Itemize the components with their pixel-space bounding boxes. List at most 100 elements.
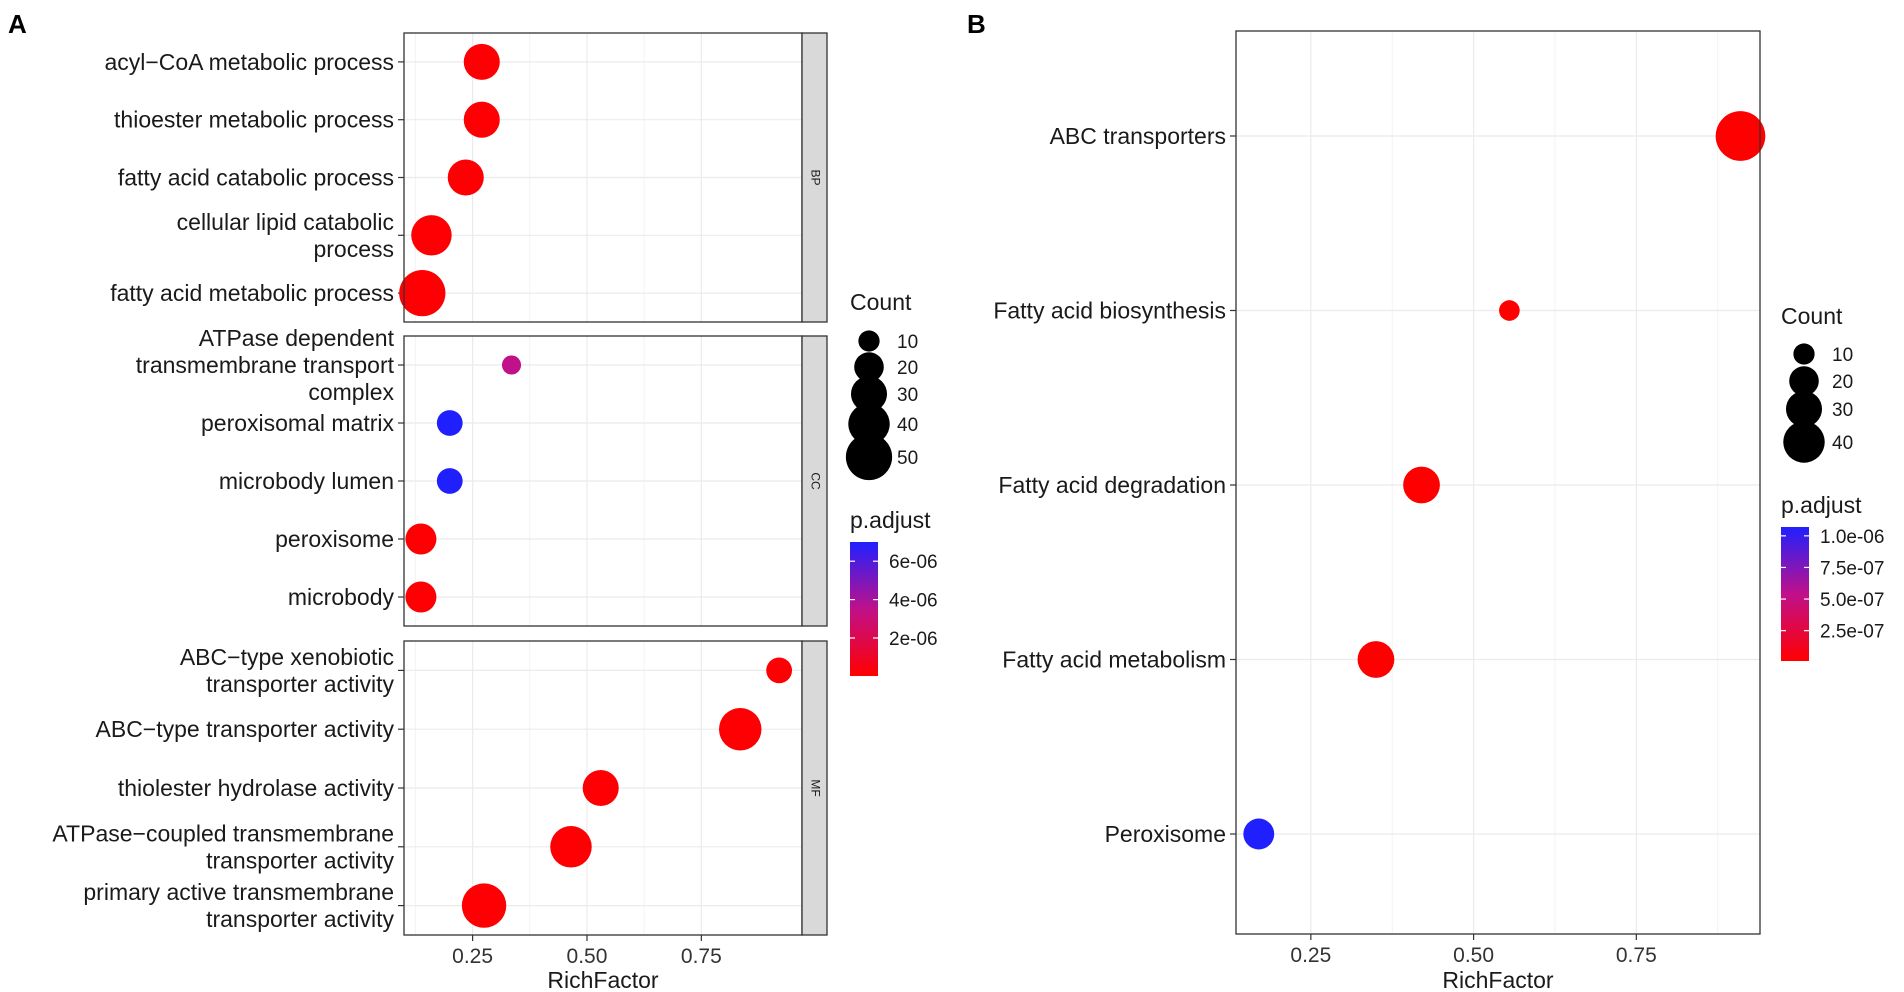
x-axis-title: RichFactor xyxy=(547,967,659,992)
legend-b: Count 10 20 30 40 p.adjust 1.0e-06 7.5e-07 5.… xyxy=(1781,303,1884,661)
y-tick-label: acyl−CoA metabolic process xyxy=(104,49,394,75)
y-tick-label: Fatty acid biosynthesis xyxy=(993,298,1226,324)
legend-count-label: 10 xyxy=(897,332,918,353)
legend-padj-label: 1.0e-06 xyxy=(1820,527,1884,548)
facet-bp: acyl−CoA metabolic process thioester meta… xyxy=(104,32,828,323)
data-point xyxy=(766,657,793,684)
y-tick-label: primary active transmembrane xyxy=(83,879,394,905)
y-tick-label: ABC transporters xyxy=(1050,123,1226,149)
data-point xyxy=(436,410,463,436)
legend-padj-label: 4e-06 xyxy=(889,591,938,612)
legend-count-dot xyxy=(1785,390,1823,428)
data-point xyxy=(411,215,452,256)
y-tick-label: transporter activity xyxy=(206,906,394,932)
data-point xyxy=(436,468,463,494)
y-tick-label: ABC−type xenobiotic xyxy=(180,644,394,670)
data-point xyxy=(447,159,484,196)
legend-padj-label: 6e-06 xyxy=(889,552,938,573)
x-tick-label: 0.50 xyxy=(567,945,608,968)
y-tick-label: peroxisome xyxy=(275,526,394,552)
y-tick-label: transporter activity xyxy=(206,847,394,873)
legend-count-label: 30 xyxy=(897,385,918,406)
y-tick-label: microbody lumen xyxy=(219,468,394,494)
data-point xyxy=(405,523,437,555)
y-tick-label: fatty acid metabolic process xyxy=(110,280,394,306)
legend-a-count-title: Count xyxy=(850,289,912,315)
legend-b-colorbar xyxy=(1781,527,1809,661)
facet-strip-label: CC xyxy=(808,472,822,490)
legend-padj-label: 2e-06 xyxy=(889,629,938,650)
panel-b-plot: ABC transporters Fatty acid biosynthesis F… xyxy=(993,30,1766,992)
legend-padj-label: 7.5e-07 xyxy=(1820,558,1884,579)
data-point xyxy=(550,826,592,868)
data-point xyxy=(719,707,762,751)
legend-count-label: 40 xyxy=(1832,433,1853,454)
legend-a-padj-title: p.adjust xyxy=(850,507,931,533)
data-point xyxy=(1243,818,1275,850)
x-axis-title: RichFactor xyxy=(1442,967,1554,992)
data-point xyxy=(399,269,446,317)
legend-b-count-title: Count xyxy=(1781,303,1843,329)
y-tick-label: fatty acid catabolic process xyxy=(118,165,394,191)
x-tick-label: 0.25 xyxy=(452,945,493,968)
y-tick-label: ABC−type transporter activity xyxy=(96,716,395,742)
legend-count-dot xyxy=(858,330,880,352)
legend-padj-label: 5.0e-07 xyxy=(1820,590,1884,611)
facet-strip-label: BP xyxy=(808,169,822,185)
data-point xyxy=(463,43,500,80)
y-tick-label: process xyxy=(313,236,394,262)
legend-count-label: 10 xyxy=(1832,345,1853,366)
data-point xyxy=(582,769,619,807)
facet-strip xyxy=(801,32,828,323)
y-tick-label: cellular lipid catabolic xyxy=(177,209,394,235)
y-tick-label: thiolester hydrolase activity xyxy=(118,775,395,801)
legend-a: Count 10 20 30 40 50 p.adjust 6e-06 4e-06 2e-0… xyxy=(845,289,938,676)
y-tick-label: peroxisomal matrix xyxy=(201,410,394,436)
legend-count-label: 50 xyxy=(897,448,918,469)
panel-a-label: A xyxy=(8,9,27,39)
y-tick-label: microbody xyxy=(288,584,395,610)
panel-b-label: B xyxy=(967,9,986,39)
data-point xyxy=(1499,300,1520,321)
x-tick-label: 0.25 xyxy=(1290,944,1331,967)
y-tick-label: ATPase dependent xyxy=(199,325,395,351)
y-tick-label: complex xyxy=(308,379,394,405)
facet-strip-label: MF xyxy=(808,779,822,796)
y-tick-label: Fatty acid degradation xyxy=(998,472,1226,498)
legend-count-dot xyxy=(850,375,888,413)
legend-count-label: 40 xyxy=(897,415,918,436)
data-point xyxy=(1715,111,1766,161)
facet-strip xyxy=(801,335,828,627)
x-tick-label: 0.75 xyxy=(1616,944,1657,967)
legend-a-colorbar xyxy=(850,542,878,676)
legend-count-label: 20 xyxy=(897,358,918,379)
data-point xyxy=(1357,641,1395,678)
data-point xyxy=(1403,466,1440,504)
y-tick-label: transporter activity xyxy=(206,671,394,697)
y-tick-label: Fatty acid metabolism xyxy=(1002,647,1226,673)
plot-border xyxy=(1235,30,1761,935)
data-point xyxy=(463,101,500,138)
facet-strip xyxy=(801,640,828,936)
data-point xyxy=(501,355,522,375)
plot-background xyxy=(1236,31,1760,934)
legend-padj-label: 2.5e-07 xyxy=(1820,622,1884,643)
y-tick-label: Peroxisome xyxy=(1105,821,1226,847)
legend-count-dot xyxy=(1793,343,1815,365)
legend-count-dot xyxy=(845,433,893,481)
legend-count-dot xyxy=(1783,421,1825,463)
y-tick-label: ATPase−coupled transmembrane xyxy=(52,820,394,846)
legend-b-padj-title: p.adjust xyxy=(1781,492,1862,518)
x-tick-label: 0.50 xyxy=(1453,944,1494,967)
legend-count-label: 30 xyxy=(1832,400,1853,421)
y-tick-label: thioester metabolic process xyxy=(114,107,394,133)
legend-count-dot xyxy=(1789,366,1819,396)
legend-count-dot xyxy=(848,403,890,445)
data-point xyxy=(461,883,507,928)
panel-a-plot: acyl−CoA metabolic process thioester meta… xyxy=(52,32,828,992)
data-point xyxy=(405,581,437,613)
legend-count-dot xyxy=(854,352,884,382)
